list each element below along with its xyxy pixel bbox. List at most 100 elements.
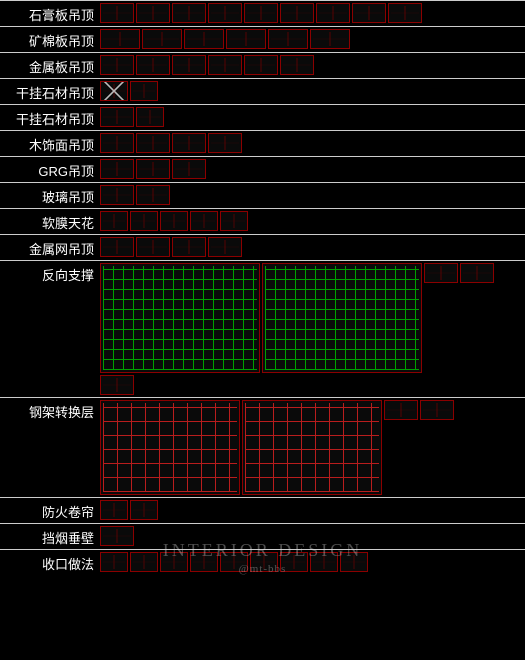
cad-thumbnail[interactable]: [172, 55, 206, 75]
cad-thumbnail[interactable]: [136, 159, 170, 179]
thumbnail-group: [100, 185, 525, 205]
cad-thumbnail[interactable]: [208, 133, 242, 153]
cad-thumbnail[interactable]: [130, 211, 158, 231]
cad-thumbnail[interactable]: [136, 55, 170, 75]
cad-thumbnail[interactable]: [172, 159, 206, 179]
cad-thumbnail[interactable]: [100, 500, 128, 520]
cad-thumbnail[interactable]: [100, 263, 260, 373]
category-label: 反向支撑: [0, 263, 100, 284]
cad-thumbnail[interactable]: [130, 552, 158, 572]
thumbnail-group: [100, 500, 525, 520]
cad-thumbnail[interactable]: [100, 159, 134, 179]
cad-thumbnail[interactable]: [136, 185, 170, 205]
cad-thumbnail[interactable]: [208, 3, 242, 23]
cad-thumbnail[interactable]: [262, 263, 422, 373]
category-row: 石膏板吊顶: [0, 0, 525, 26]
category-label: 玻璃吊顶: [0, 185, 100, 206]
cad-thumbnail[interactable]: [136, 3, 170, 23]
thumbnail-group: [100, 211, 525, 231]
cad-thumbnail[interactable]: [340, 552, 368, 572]
cad-thumbnail[interactable]: [130, 500, 158, 520]
category-row: 矿棉板吊顶: [0, 26, 525, 52]
cad-thumbnail[interactable]: [100, 133, 134, 153]
thumbnail-group: [100, 55, 525, 75]
category-row: GRG吊顶: [0, 156, 525, 182]
cad-thumbnail[interactable]: [100, 107, 134, 127]
thumbnail-group: [100, 133, 525, 153]
category-label: 收口做法: [0, 552, 100, 573]
cad-thumbnail[interactable]: [420, 400, 454, 420]
cad-thumbnail[interactable]: [100, 375, 134, 395]
cad-thumbnail[interactable]: [460, 263, 494, 283]
cad-thumbnail[interactable]: [100, 526, 134, 546]
cad-thumbnail[interactable]: [388, 3, 422, 23]
cad-thumbnail[interactable]: [172, 237, 206, 257]
cad-thumbnail[interactable]: [316, 3, 350, 23]
cad-thumbnail[interactable]: [310, 29, 350, 49]
cad-thumbnail[interactable]: [136, 237, 170, 257]
cad-thumbnail[interactable]: [208, 237, 242, 257]
cad-thumbnail[interactable]: [136, 133, 170, 153]
category-label: 石膏板吊顶: [0, 3, 100, 24]
cad-thumbnail[interactable]: [250, 552, 278, 572]
category-label: 软膜天花: [0, 211, 100, 232]
cad-thumbnail[interactable]: [172, 133, 206, 153]
cad-thumbnail[interactable]: [220, 552, 248, 572]
thumbnail-group: [100, 400, 525, 495]
thumbnail-group: [100, 3, 525, 23]
cad-thumbnail[interactable]: [424, 263, 458, 283]
cad-thumbnail[interactable]: [280, 3, 314, 23]
cad-thumbnail[interactable]: [244, 55, 278, 75]
cad-thumbnail[interactable]: [100, 400, 240, 495]
cad-thumbnail[interactable]: [310, 552, 338, 572]
cad-thumbnail[interactable]: [100, 81, 128, 101]
cad-thumbnail[interactable]: [172, 3, 206, 23]
cad-thumbnail[interactable]: [268, 29, 308, 49]
cad-thumbnail[interactable]: [190, 211, 218, 231]
category-row: 挡烟垂壁: [0, 523, 525, 549]
cad-thumbnail[interactable]: [100, 55, 134, 75]
cad-thumbnail[interactable]: [100, 237, 134, 257]
category-label: 金属板吊顶: [0, 55, 100, 76]
category-row: 防火卷帘: [0, 497, 525, 523]
cad-thumbnail[interactable]: [160, 552, 188, 572]
cad-thumbnail[interactable]: [208, 55, 242, 75]
category-row: 反向支撑: [0, 260, 525, 397]
category-row: 钢架转换层: [0, 397, 525, 497]
cad-thumbnail[interactable]: [142, 29, 182, 49]
category-row: 金属板吊顶: [0, 52, 525, 78]
cad-thumbnail[interactable]: [100, 29, 140, 49]
cad-thumbnail[interactable]: [100, 185, 134, 205]
cad-thumbnail[interactable]: [220, 211, 248, 231]
category-label: 木饰面吊顶: [0, 133, 100, 154]
cad-thumbnail[interactable]: [280, 55, 314, 75]
thumbnail-group: [100, 81, 525, 101]
cad-thumbnail[interactable]: [130, 81, 158, 101]
cad-thumbnail[interactable]: [226, 29, 266, 49]
cad-thumbnail[interactable]: [242, 400, 382, 495]
cad-thumbnail[interactable]: [352, 3, 386, 23]
cad-thumbnail[interactable]: [160, 211, 188, 231]
cad-thumbnail[interactable]: [100, 552, 128, 572]
cad-thumbnail[interactable]: [244, 3, 278, 23]
category-label: 防火卷帘: [0, 500, 100, 521]
thumbnail-group: [100, 526, 525, 546]
cad-thumbnail[interactable]: [100, 3, 134, 23]
category-label: 钢架转换层: [0, 400, 100, 421]
category-label: 矿棉板吊顶: [0, 29, 100, 50]
thumbnail-group: [100, 237, 525, 257]
thumbnail-group: [100, 552, 525, 572]
cad-thumbnail[interactable]: [280, 552, 308, 572]
cad-thumbnail[interactable]: [100, 211, 128, 231]
thumbnail-group: [100, 159, 525, 179]
cad-thumbnail[interactable]: [384, 400, 418, 420]
cad-thumbnail[interactable]: [136, 107, 164, 127]
category-label: 干挂石材吊顶: [0, 81, 100, 102]
category-row: 软膜天花: [0, 208, 525, 234]
category-row: 干挂石材吊顶: [0, 104, 525, 130]
cad-thumbnail[interactable]: [184, 29, 224, 49]
category-label: 金属网吊顶: [0, 237, 100, 258]
cad-thumbnail[interactable]: [190, 552, 218, 572]
thumbnail-group: [100, 263, 525, 395]
category-row: 干挂石材吊顶: [0, 78, 525, 104]
